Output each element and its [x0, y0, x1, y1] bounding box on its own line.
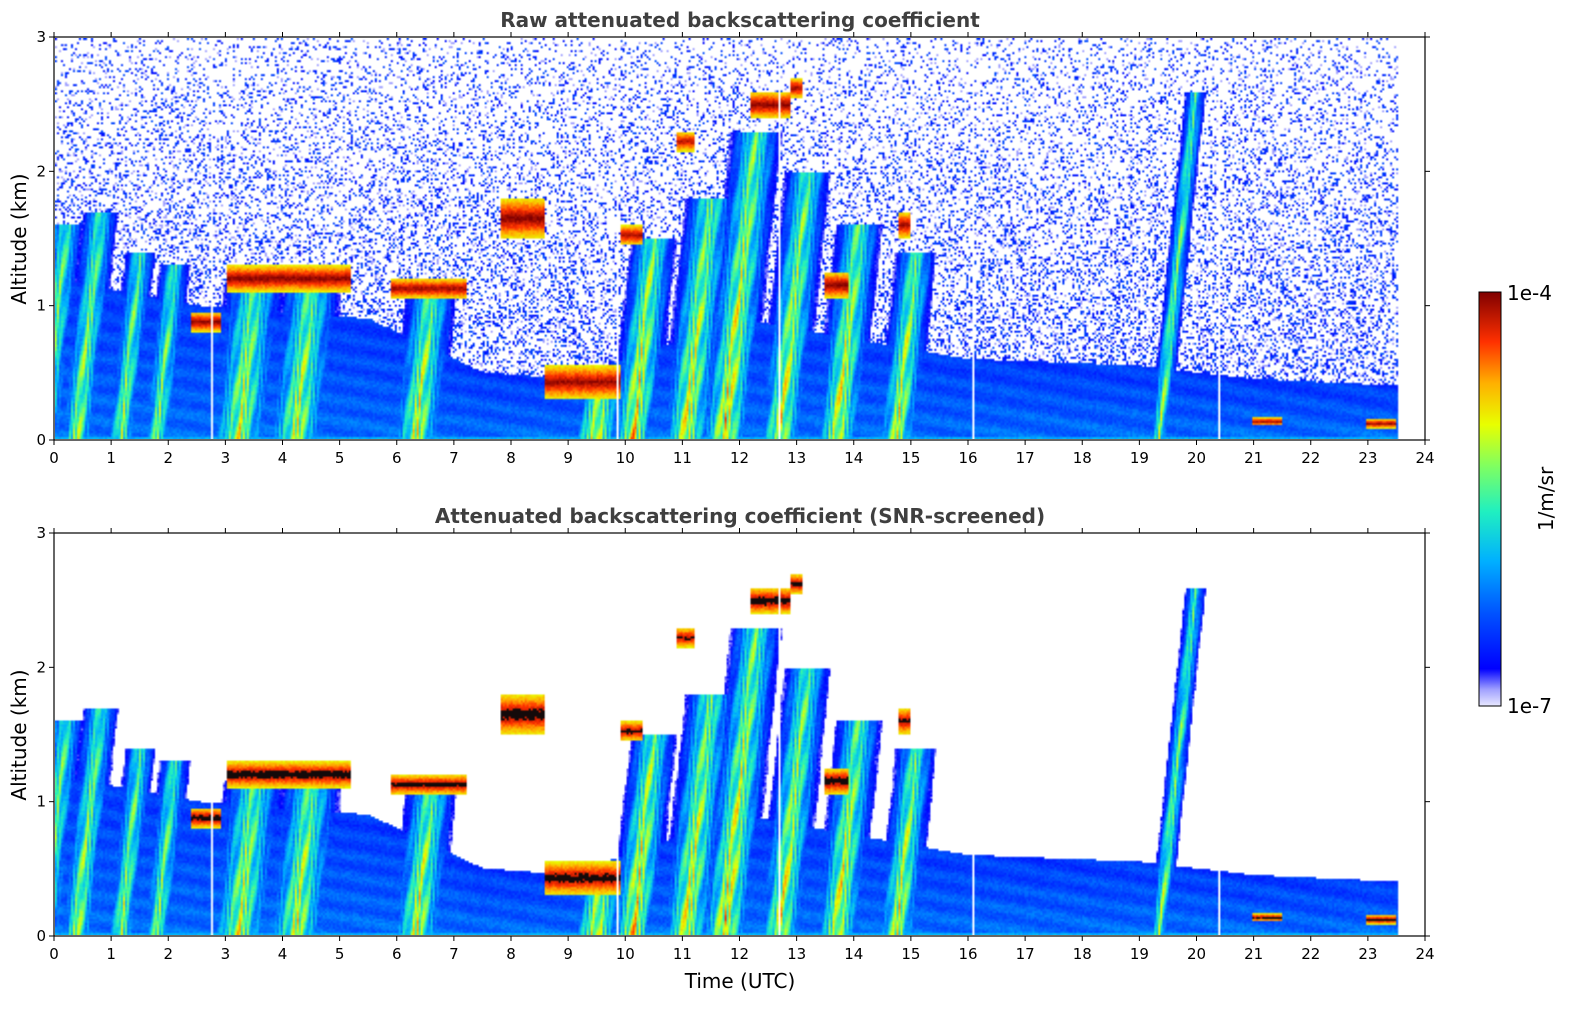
x-tick-label: 21 [1244, 449, 1263, 467]
x-tick-label: 12 [730, 449, 749, 467]
colorbar-min-label: 1e-7 [1507, 694, 1552, 718]
x-tick-label: 19 [1130, 449, 1149, 467]
colorbar: 1e-4 1e-7 1/m/sr [1478, 281, 1558, 718]
x-tick-label: 17 [1016, 449, 1035, 467]
x-tick-label: 9 [563, 945, 573, 963]
snr-screened-panel: Attenuated backscattering coefficient (S… [7, 504, 1435, 993]
x-tick-label: 7 [449, 449, 459, 467]
x-tick-label: 22 [1301, 449, 1320, 467]
x-tick-label: 8 [506, 945, 516, 963]
x-tick-label: 16 [958, 449, 977, 467]
x-tick-label: 0 [49, 945, 59, 963]
x-tick-label: 13 [787, 449, 806, 467]
x-tick-label: 23 [1358, 449, 1377, 467]
x-tick-label: 1 [106, 449, 116, 467]
x-tick-label: 21 [1244, 945, 1263, 963]
x-tick-label: 6 [392, 449, 402, 467]
panel1-y-ticks: 0 1 2 3 [36, 28, 1430, 449]
y-tick-label: 3 [36, 28, 46, 46]
y-tick-label: 2 [36, 162, 46, 180]
colorbar-unit-label: 1/m/sr [1534, 466, 1558, 531]
y-tick-label: 0 [36, 431, 46, 449]
x-tick-label: 11 [673, 449, 692, 467]
x-tick-label: 17 [1016, 945, 1035, 963]
y-tick-label: 3 [36, 524, 46, 542]
raw-backscatter-panel: Raw attenuated backscattering coefficien… [7, 8, 1435, 467]
panel2-y-ticks: 0 1 2 3 [36, 524, 1430, 945]
x-tick-label: 3 [221, 945, 231, 963]
x-tick-label: 0 [49, 449, 59, 467]
x-tick-label: 2 [163, 449, 173, 467]
x-tick-label: 20 [1187, 945, 1206, 963]
x-tick-label: 18 [1073, 945, 1092, 963]
x-tick-label: 5 [335, 449, 345, 467]
x-tick-label: 6 [392, 945, 402, 963]
x-tick-label: 24 [1415, 449, 1434, 467]
x-tick-label: 15 [901, 945, 920, 963]
x-axis-label: Time (UTC) [684, 969, 796, 993]
colorbar-gradient [1478, 291, 1502, 707]
x-tick-label: 1 [106, 945, 116, 963]
panel1-x-ticks: 0 1 2 3 4 5 6 7 8 9 10 11 12 13 14 15 16 17 18 19 20 21 22 23 24 [49, 32, 1435, 467]
y-tick-label: 1 [36, 793, 46, 811]
x-tick-label: 8 [506, 449, 516, 467]
x-tick-label: 19 [1130, 945, 1149, 963]
panel2-x-ticks: 0 1 2 3 4 5 6 7 8 9 10 11 12 13 14 15 16 17 18 19 20 21 22 23 24 [49, 528, 1435, 963]
x-tick-label: 24 [1415, 945, 1434, 963]
x-tick-label: 11 [673, 945, 692, 963]
x-tick-label: 4 [278, 449, 288, 467]
panel1-heatmap [55, 38, 1424, 439]
x-tick-label: 4 [278, 945, 288, 963]
x-tick-label: 15 [901, 449, 920, 467]
y-tick-label: 2 [36, 658, 46, 676]
x-tick-label: 23 [1358, 945, 1377, 963]
panel1-title: Raw attenuated backscattering coefficien… [500, 8, 980, 32]
x-tick-label: 14 [844, 449, 863, 467]
x-tick-label: 22 [1301, 945, 1320, 963]
x-tick-label: 2 [163, 945, 173, 963]
x-tick-label: 14 [844, 945, 863, 963]
x-tick-label: 9 [563, 449, 573, 467]
panel2-title: Attenuated backscattering coefficient (S… [435, 504, 1045, 528]
x-tick-label: 18 [1073, 449, 1092, 467]
x-tick-label: 10 [616, 945, 635, 963]
panel2-heatmap [55, 534, 1424, 935]
x-tick-label: 12 [730, 945, 749, 963]
y-tick-label: 1 [36, 297, 46, 315]
x-tick-label: 7 [449, 945, 459, 963]
x-tick-label: 10 [616, 449, 635, 467]
x-tick-label: 20 [1187, 449, 1206, 467]
y-tick-label: 0 [36, 927, 46, 945]
x-tick-label: 16 [958, 945, 977, 963]
panel2-y-axis-label: Altitude (km) [7, 669, 31, 800]
x-tick-label: 5 [335, 945, 345, 963]
colorbar-max-label: 1e-4 [1507, 281, 1552, 305]
x-tick-label: 3 [221, 449, 231, 467]
panel1-y-axis-label: Altitude (km) [7, 173, 31, 304]
x-tick-label: 13 [787, 945, 806, 963]
